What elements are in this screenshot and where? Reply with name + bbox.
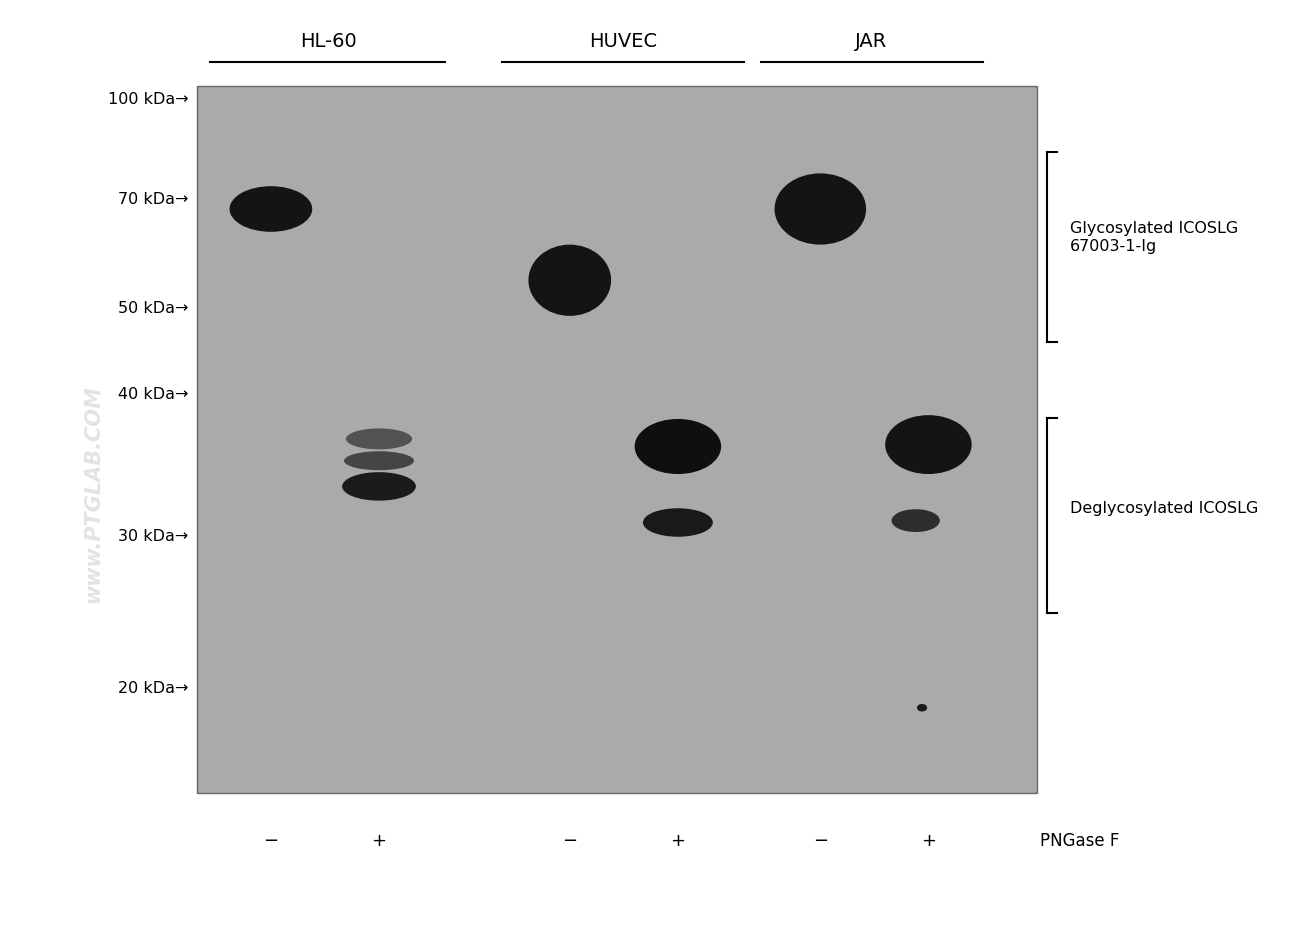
Text: 70 kDa→: 70 kDa→ [118, 192, 188, 207]
Ellipse shape [528, 244, 611, 315]
Text: +: + [920, 832, 936, 849]
Text: −: − [812, 832, 828, 849]
Ellipse shape [885, 415, 971, 474]
Ellipse shape [644, 508, 712, 537]
Text: Glycosylated ICOSLG
67003-1-Ig: Glycosylated ICOSLG 67003-1-Ig [1070, 221, 1238, 254]
Ellipse shape [230, 186, 312, 232]
Text: 20 kDa→: 20 kDa→ [118, 681, 188, 696]
Text: +: + [372, 832, 386, 849]
Ellipse shape [775, 173, 866, 245]
Text: 30 kDa→: 30 kDa→ [118, 529, 188, 544]
Text: HUVEC: HUVEC [589, 32, 658, 51]
Ellipse shape [634, 419, 722, 474]
Text: −: − [264, 832, 278, 849]
Ellipse shape [342, 472, 416, 501]
FancyBboxPatch shape [198, 86, 1036, 793]
Ellipse shape [344, 451, 413, 470]
Ellipse shape [346, 428, 412, 449]
Text: www.PTGLAB.COM: www.PTGLAB.COM [83, 385, 103, 603]
Ellipse shape [892, 509, 940, 532]
Text: 100 kDa→: 100 kDa→ [108, 92, 188, 107]
Text: 50 kDa→: 50 kDa→ [118, 301, 188, 316]
Text: HL-60: HL-60 [300, 32, 356, 51]
Circle shape [916, 704, 927, 712]
Text: Deglycosylated ICOSLG: Deglycosylated ICOSLG [1070, 501, 1258, 516]
Text: +: + [671, 832, 685, 849]
Text: JAR: JAR [855, 32, 888, 51]
Text: 40 kDa→: 40 kDa→ [118, 387, 188, 402]
Text: PNGase F: PNGase F [1040, 832, 1119, 849]
Text: −: − [562, 832, 577, 849]
